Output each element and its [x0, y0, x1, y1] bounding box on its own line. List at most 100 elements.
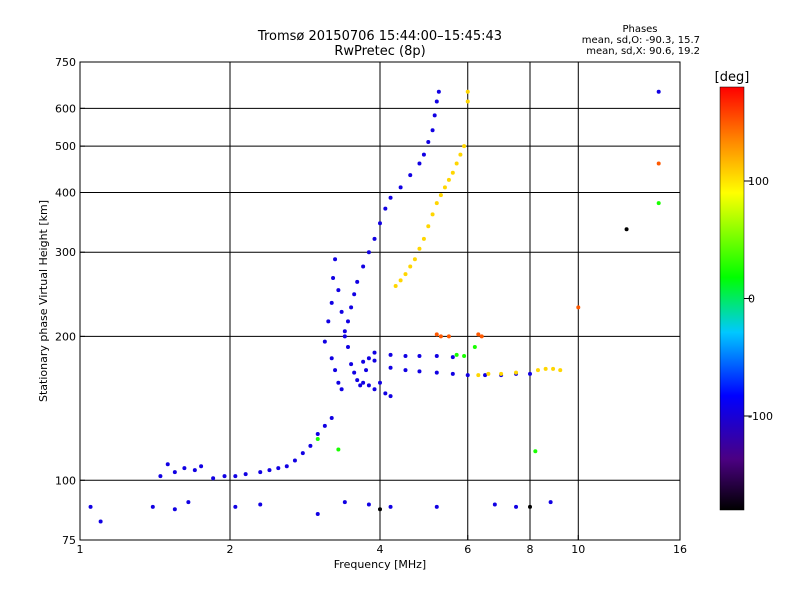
data-point	[543, 366, 548, 371]
data-point	[383, 206, 388, 211]
data-point	[322, 339, 327, 344]
data-point	[442, 185, 447, 190]
grid-lines	[80, 62, 680, 540]
data-point	[315, 431, 320, 436]
data-point	[388, 352, 393, 357]
y-tick-label: 750	[55, 56, 76, 69]
data-point	[434, 332, 439, 337]
data-point	[454, 161, 459, 166]
data-point	[528, 504, 532, 509]
data-point	[98, 519, 103, 524]
data-point	[576, 305, 581, 310]
data-point	[465, 89, 470, 94]
data-point	[88, 504, 93, 509]
data-point	[336, 288, 341, 293]
stats-o-line: mean, sd,O: -90.3, 15.7	[582, 35, 700, 46]
data-point	[342, 334, 347, 339]
data-point	[211, 476, 216, 481]
data-point	[528, 371, 532, 376]
data-point	[438, 193, 443, 198]
data-point	[388, 394, 393, 399]
data-point	[349, 305, 354, 310]
data-point	[624, 227, 629, 232]
x-tick-label: 1	[77, 543, 84, 556]
data-point	[150, 504, 155, 509]
data-point	[446, 177, 451, 182]
data-point	[326, 319, 331, 324]
data-point	[372, 387, 377, 392]
data-point	[322, 423, 327, 428]
y-tick-label: 500	[55, 140, 76, 153]
data-point	[417, 246, 422, 251]
data-point	[284, 464, 289, 469]
data-point	[308, 443, 313, 448]
data-point	[361, 359, 366, 364]
data-point	[361, 264, 366, 269]
stats-x-line: mean, sd,X: 90.6, 19.2	[586, 46, 700, 57]
data-point	[331, 275, 336, 280]
colorbar-label: [deg]	[715, 70, 750, 85]
data-point	[315, 436, 320, 441]
data-point	[426, 224, 431, 229]
data-point	[258, 470, 263, 475]
data-point	[339, 387, 344, 392]
data-point	[182, 466, 187, 471]
data-point	[432, 113, 437, 118]
data-point	[408, 264, 413, 269]
data-point	[339, 309, 344, 314]
data-point	[192, 468, 197, 473]
data-point	[355, 378, 360, 383]
data-point	[535, 368, 540, 373]
data-point	[412, 257, 417, 262]
y-tick-label: 75	[62, 534, 76, 547]
data-point	[292, 458, 297, 463]
data-point	[450, 355, 455, 360]
data-point	[426, 140, 431, 145]
data-point	[233, 474, 238, 479]
colorbar-tick-label: -100	[748, 410, 773, 423]
data-point	[465, 99, 470, 104]
y-axis-label: Stationary phase Virtual Height [km]	[37, 200, 50, 402]
data-point	[372, 236, 377, 241]
data-point	[656, 201, 661, 206]
data-point	[158, 474, 163, 479]
data-point	[479, 334, 484, 339]
x-tick-label: 2	[227, 543, 234, 556]
data-point	[342, 329, 347, 334]
data-point	[243, 472, 248, 477]
x-tick-label: 16	[673, 543, 687, 556]
data-point	[476, 332, 481, 337]
data-point	[417, 369, 422, 374]
data-point	[358, 383, 363, 388]
data-point	[352, 370, 357, 375]
data-point	[361, 380, 366, 385]
stats-heading: Phases	[622, 24, 657, 35]
data-point	[462, 144, 467, 149]
data-point	[345, 319, 350, 324]
data-point	[403, 353, 408, 358]
data-point	[533, 449, 538, 454]
y-tick-label: 300	[55, 246, 76, 259]
data-point	[388, 365, 393, 370]
data-point	[486, 371, 491, 376]
data-point	[300, 451, 305, 456]
data-point	[434, 201, 439, 206]
data-point	[355, 279, 360, 284]
data-point	[472, 345, 477, 350]
data-point	[267, 468, 272, 473]
data-point	[656, 89, 661, 94]
data-point	[345, 345, 350, 350]
data-point	[336, 447, 341, 452]
y-tick-label: 200	[55, 330, 76, 343]
data-points	[88, 89, 661, 524]
data-point	[408, 173, 413, 178]
data-point	[434, 370, 439, 375]
data-point	[364, 368, 369, 373]
data-point	[172, 470, 177, 475]
data-point	[450, 371, 455, 376]
data-point	[551, 366, 556, 371]
x-tick-label: 8	[527, 543, 534, 556]
data-point	[499, 371, 504, 376]
y-tick-label: 600	[55, 102, 76, 115]
